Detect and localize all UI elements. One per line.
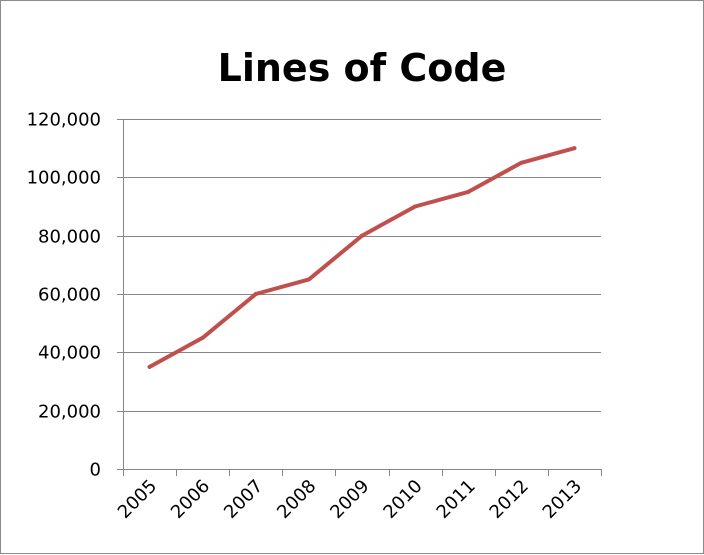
y-tick-label: 80,000 (38, 227, 101, 248)
data-point (306, 277, 311, 282)
y-tick-label: 20,000 (38, 402, 101, 423)
y-tick-label: 120,000 (27, 110, 101, 131)
series-layer (147, 146, 577, 369)
y-tick-label: 0 (90, 460, 101, 481)
data-point (253, 292, 258, 296)
y-tick-label: 60,000 (38, 285, 101, 306)
x-tick-label: 2009 (326, 476, 373, 523)
x-tick-label: 2005 (114, 476, 161, 523)
x-tick-label: 2010 (379, 476, 426, 523)
data-point (413, 204, 418, 209)
x-tick-label: 2011 (433, 476, 480, 523)
x-tick-label: 2008 (273, 476, 320, 523)
data-point (466, 189, 471, 194)
data-point (519, 160, 524, 165)
x-tick-label: 2006 (167, 476, 214, 523)
y-tick-label: 100,000 (27, 168, 101, 189)
gridlines (123, 119, 601, 412)
series-line (147, 146, 577, 369)
axes (117, 119, 602, 476)
x-tick-labels: 2005 2006 2007 2008 2009 2010 2011 2012 2013 (114, 476, 586, 523)
data-point (360, 233, 364, 238)
x-tick-label: 2013 (539, 476, 586, 523)
x-tick-label: 2007 (220, 476, 267, 523)
data-point (200, 335, 205, 340)
data-point (572, 146, 577, 151)
data-point (147, 364, 152, 369)
x-tick-label: 2012 (486, 476, 533, 523)
y-tick-label: 40,000 (38, 343, 101, 364)
chart-title: Lines of Code (218, 46, 507, 90)
y-tick-labels: 0 20,000 40,000 60,000 80,000 100,000 120,000 (27, 110, 101, 481)
